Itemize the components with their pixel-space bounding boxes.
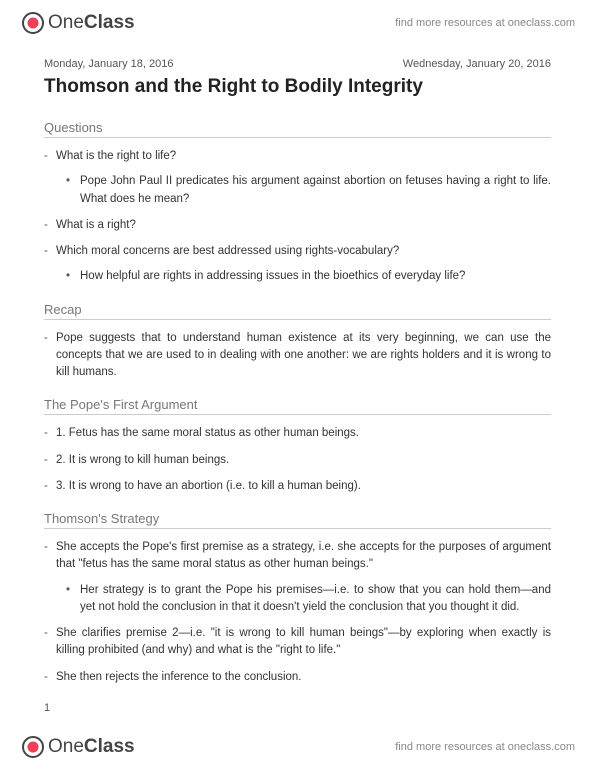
- list-item: Her strategy is to grant the Pope his pr…: [66, 582, 551, 617]
- footer-tagline[interactable]: find more resources at oneclass.com: [395, 741, 575, 753]
- brand-logo[interactable]: OneClass: [20, 10, 135, 36]
- section-heading-recap: Recap: [44, 302, 551, 320]
- brand-text: OneClass: [48, 12, 135, 34]
- date-right: Wednesday, January 20, 2016: [403, 58, 551, 70]
- list-item: She then rejects the inference to the co…: [44, 669, 551, 686]
- thomson-list: She accepts the Pope's first premise as …: [44, 539, 551, 686]
- list-item: She clarifies premise 2—i.e. "it is wron…: [44, 625, 551, 660]
- list-item: Pope suggests that to understand human e…: [44, 330, 551, 382]
- footer-bar: OneClass find more resources at oneclass…: [0, 724, 595, 770]
- document-page: Monday, January 18, 2016 Wednesday, Janu…: [44, 58, 551, 695]
- list-item: How helpful are rights in addressing iss…: [66, 268, 551, 285]
- header-tagline[interactable]: find more resources at oneclass.com: [395, 17, 575, 29]
- list-item: 3. It is wrong to have an abortion (i.e.…: [44, 478, 551, 495]
- list-item: 1. Fetus has the same moral status as ot…: [44, 425, 551, 442]
- brand-icon: [20, 10, 46, 36]
- page-number: 1: [44, 702, 50, 714]
- questions-list: What is the right to life? Pope John Pau…: [44, 148, 551, 286]
- list-item: What is a right?: [44, 217, 551, 234]
- page-title: Thomson and the Right to Bodily Integrit…: [44, 76, 551, 98]
- list-item: 2. It is wrong to kill human beings.: [44, 452, 551, 469]
- pope-list: 1. Fetus has the same moral status as ot…: [44, 425, 551, 495]
- list-item: Pope John Paul II predicates his argumen…: [66, 173, 551, 208]
- brand-icon: [20, 734, 46, 760]
- section-heading-pope: The Pope's First Argument: [44, 397, 551, 415]
- date-left: Monday, January 18, 2016: [44, 58, 173, 70]
- brand-logo-footer[interactable]: OneClass: [20, 734, 135, 760]
- list-item: What is the right to life? Pope John Pau…: [44, 148, 551, 208]
- list-item: She accepts the Pope's first premise as …: [44, 539, 551, 616]
- section-heading-questions: Questions: [44, 120, 551, 138]
- header-bar: OneClass find more resources at oneclass…: [0, 0, 595, 46]
- brand-text: OneClass: [48, 736, 135, 758]
- list-item: Which moral concerns are best addressed …: [44, 243, 551, 286]
- section-heading-thomson: Thomson's Strategy: [44, 511, 551, 529]
- recap-list: Pope suggests that to understand human e…: [44, 330, 551, 382]
- date-row: Monday, January 18, 2016 Wednesday, Janu…: [44, 58, 551, 70]
